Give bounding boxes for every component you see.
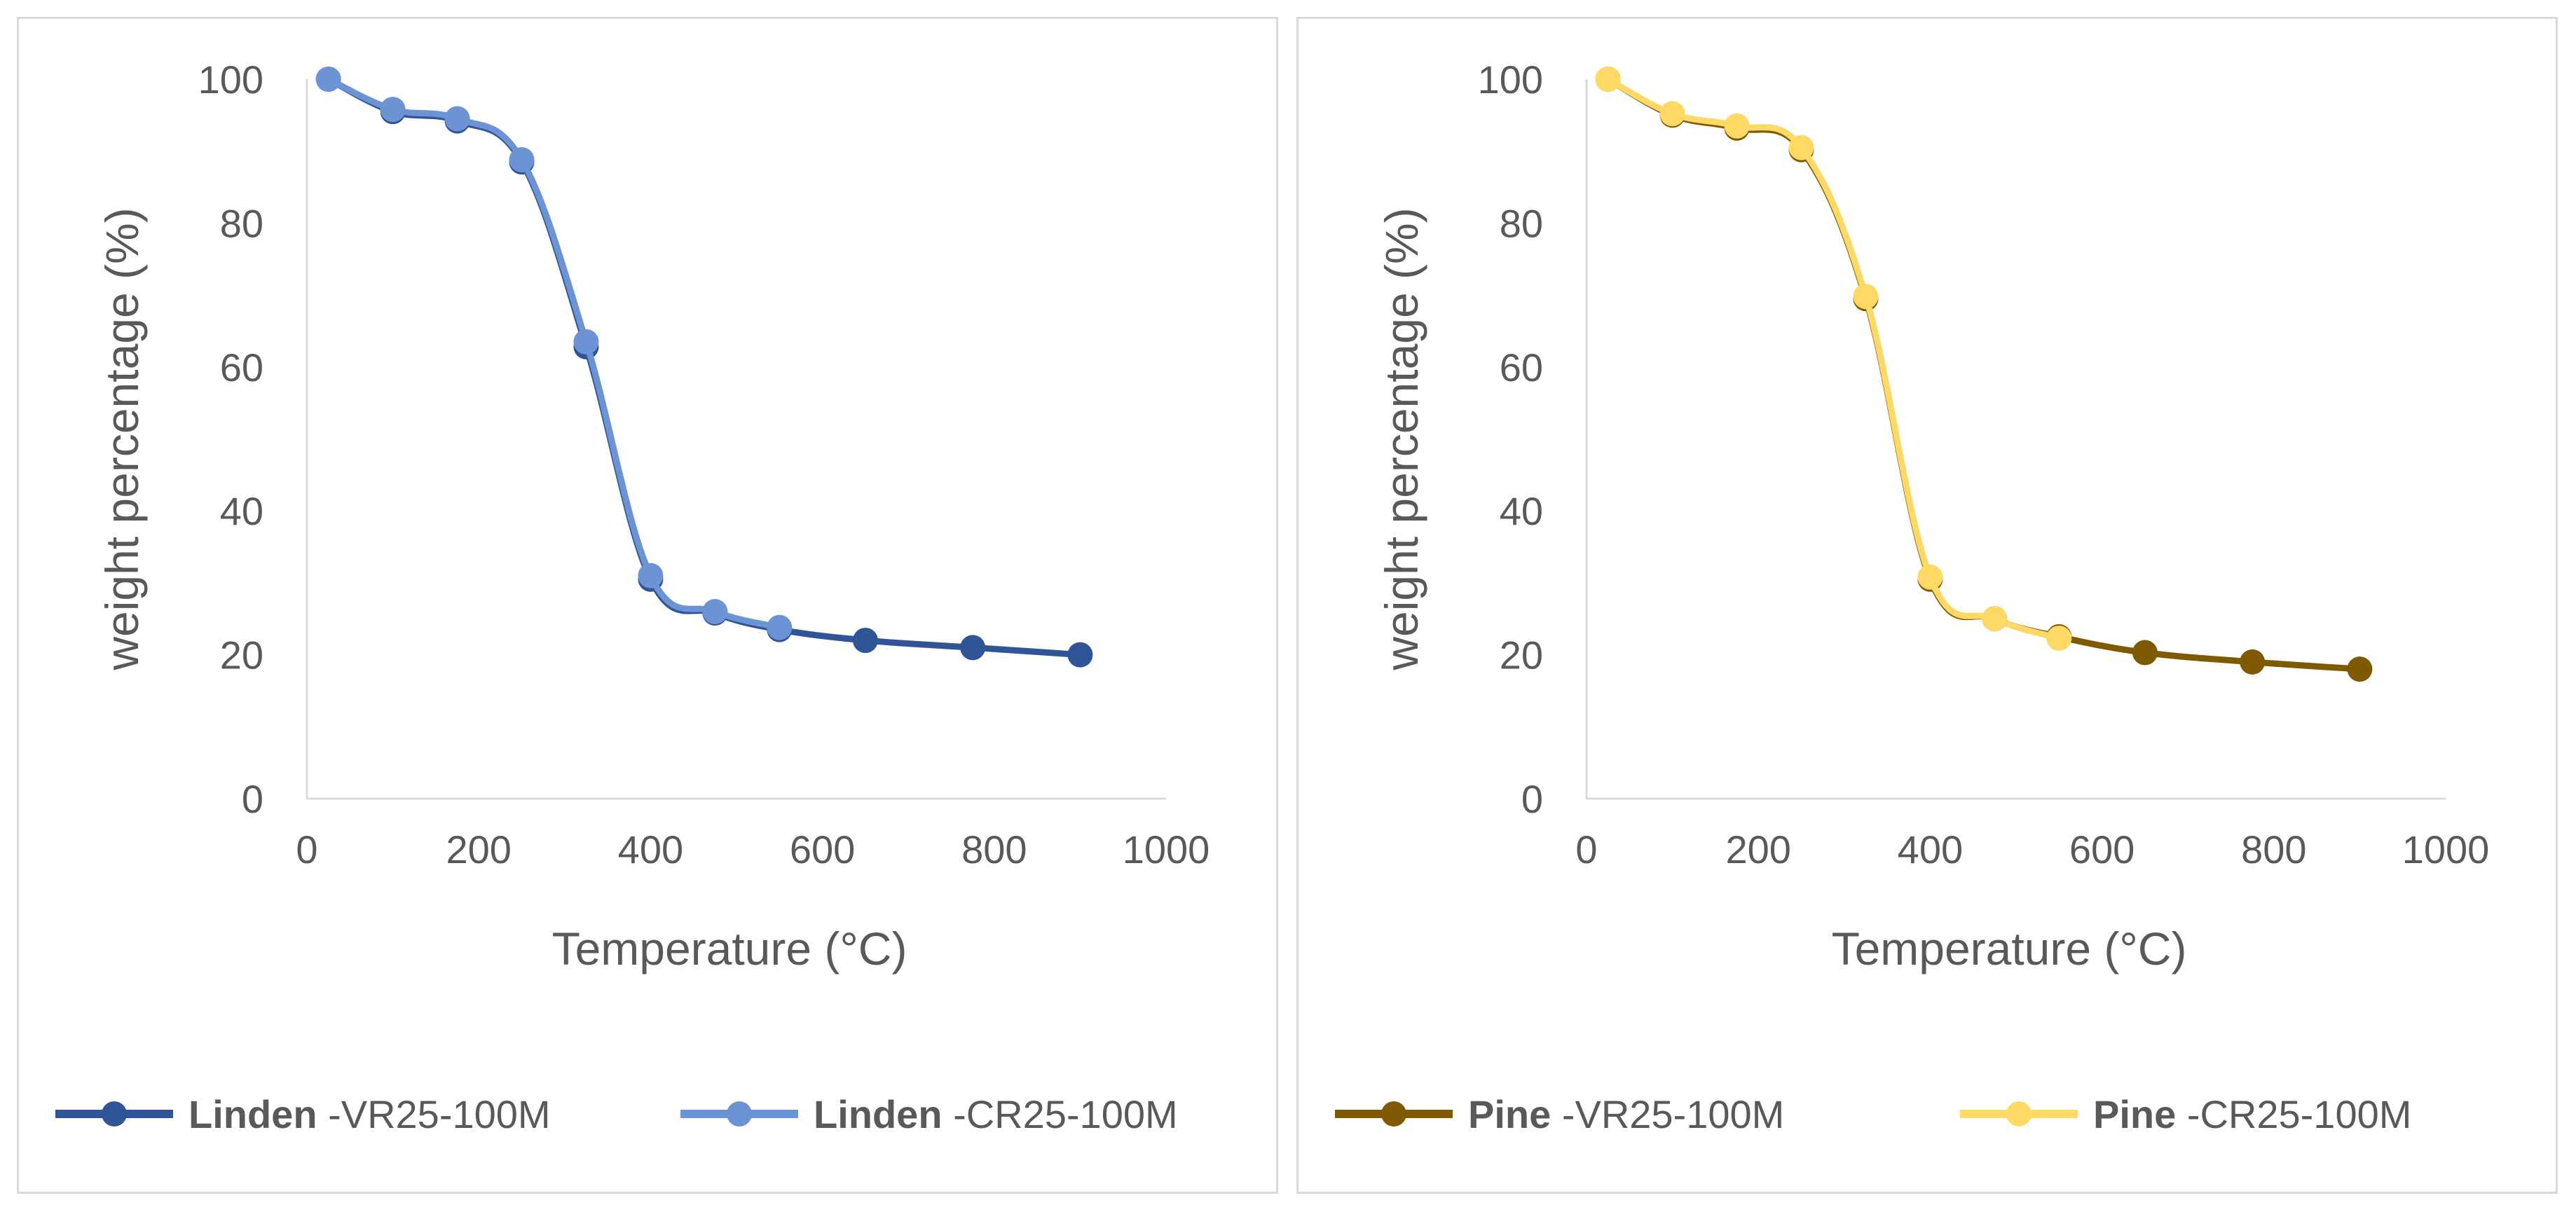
pine-series-1-point xyxy=(2347,656,2373,682)
linden-y-tick-label: 0 xyxy=(242,777,263,821)
linden-y-tick-label: 40 xyxy=(220,489,263,533)
chart-panel-pine: 0 20 40 60 80 100 0 200 400 600 800 1000 Temperature… xyxy=(1296,17,2558,1194)
linden-series-2-point xyxy=(315,67,341,92)
linden-series-1-point xyxy=(960,635,986,661)
linden-legend-1-marker xyxy=(102,1101,127,1127)
linden-series-2-point xyxy=(573,329,599,354)
pine-series-2-line xyxy=(1605,76,2062,642)
pine-series-1-point xyxy=(2132,640,2158,666)
pine-y-tick-label: 60 xyxy=(1500,345,1543,390)
linden-x-tick-label: 600 xyxy=(790,827,855,872)
linden-series-1-point xyxy=(1067,642,1093,668)
linden-y-tick-label: 60 xyxy=(220,345,263,390)
linden-series-2-point xyxy=(638,563,664,588)
pine-series-2-point xyxy=(2046,625,2072,651)
linden-series-2-line xyxy=(325,76,783,631)
linden-y-axis-title: weight percentage (%) xyxy=(96,207,148,670)
linden-y-tick-label: 20 xyxy=(220,633,263,677)
chart-panel-linden: 0 20 40 60 80 100 0 200 400 600 800 1000 Temperature… xyxy=(17,17,1278,1194)
pine-y-tick-label: 80 xyxy=(1500,201,1543,245)
linden-x-tick-label: 0 xyxy=(296,827,317,872)
pine-series-2-point xyxy=(1659,101,1685,127)
pine-legend-2-marker xyxy=(2006,1101,2032,1127)
linden-series-2-point xyxy=(702,598,728,624)
pine-y-tick-label: 100 xyxy=(1478,57,1543,102)
pine-x-tick-label: 0 xyxy=(1575,827,1597,872)
linden-y-tick-label: 100 xyxy=(198,57,263,102)
pine-x-tick-label: 200 xyxy=(1725,827,1790,872)
linden-x-tick-label: 1000 xyxy=(1123,827,1210,872)
linden-series-2-point xyxy=(767,614,793,640)
linden-x-tick-label: 400 xyxy=(618,827,683,872)
pine-y-tick-label: 40 xyxy=(1500,489,1543,533)
pine-legend-1-label: Pine -VR25-100M xyxy=(1468,1092,1784,1136)
linden-series-1-point xyxy=(852,628,878,654)
pine-series-1-line xyxy=(1605,76,2363,673)
linden-legend-2-label: Linden -CR25-100M xyxy=(814,1092,1178,1136)
pine-series-2-point xyxy=(1788,135,1814,160)
pine-legend-1-marker xyxy=(1381,1101,1406,1127)
pine-series-2-point xyxy=(1595,67,1621,92)
pine-x-axis-title: Temperature (°C) xyxy=(1832,923,2187,975)
pine-x-tick-label: 1000 xyxy=(2402,827,2490,872)
linden-legend-2-marker xyxy=(727,1101,752,1127)
pine-y-tick-label: 0 xyxy=(1521,777,1543,821)
pine-series-2-point xyxy=(1917,564,1943,590)
linden-x-tick-label: 200 xyxy=(446,827,511,872)
linden-x-axis-title: Temperature (°C) xyxy=(552,923,907,975)
linden-legend-1-label: Linden -VR25-100M xyxy=(189,1092,551,1136)
linden-series-2-point xyxy=(380,97,406,123)
linden-x-tick-label: 800 xyxy=(961,827,1027,872)
pine-legend-2-label: Pine -CR25-100M xyxy=(2093,1092,2411,1136)
linden-series-2-point xyxy=(444,106,470,132)
linden-series-1-line xyxy=(325,76,1083,659)
pine-x-tick-label: 600 xyxy=(2069,827,2135,872)
pine-y-axis-title: weight percentage (%) xyxy=(1376,207,1427,670)
pine-series-2-point xyxy=(1853,284,1879,310)
pine-series-2-point xyxy=(1724,113,1750,139)
pine-x-tick-label: 400 xyxy=(1898,827,1963,872)
pine-y-tick-label: 20 xyxy=(1500,633,1543,677)
pine-series-2-point xyxy=(1982,606,2008,632)
linden-y-tick-label: 80 xyxy=(220,201,263,245)
pine-x-tick-label: 800 xyxy=(2241,827,2306,872)
linden-series-2-point xyxy=(509,147,535,173)
pine-series-1-point xyxy=(2240,649,2266,675)
